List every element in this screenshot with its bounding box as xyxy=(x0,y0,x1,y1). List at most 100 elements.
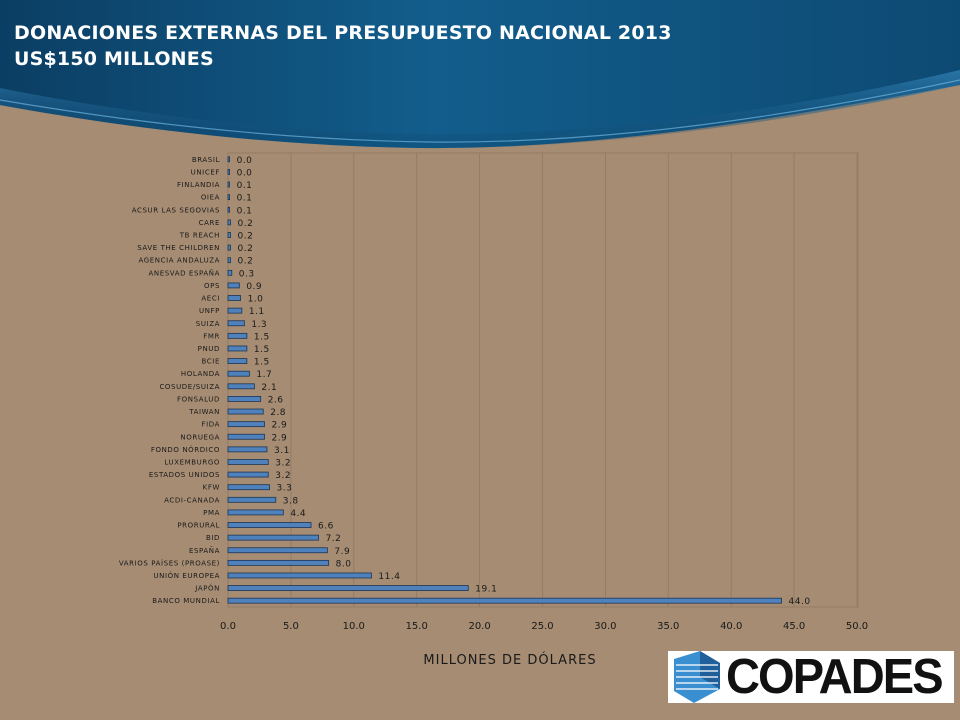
data-label: 1.3 xyxy=(251,320,267,330)
x-tick-label: 30.0 xyxy=(594,621,616,632)
bar xyxy=(227,433,265,440)
bar xyxy=(227,232,231,238)
slide-subtitle: US$150 MILLONES xyxy=(14,48,214,70)
bar xyxy=(227,383,255,390)
x-tick-label: 10.0 xyxy=(343,621,365,632)
bar xyxy=(227,522,312,528)
data-label: 3.1 xyxy=(274,446,290,456)
bar xyxy=(227,358,248,364)
data-label: 44.0 xyxy=(789,597,811,607)
bar xyxy=(227,446,268,453)
bar xyxy=(227,269,233,276)
x-axis-label: MILLONES DE DÓLARES xyxy=(423,653,597,668)
data-label: 0.2 xyxy=(238,244,254,254)
bar xyxy=(227,345,248,352)
data-label: 1.5 xyxy=(254,358,270,368)
bar xyxy=(227,572,372,579)
bar xyxy=(227,206,231,213)
data-label: 2.9 xyxy=(271,421,287,431)
bar xyxy=(227,509,284,516)
category-label: SUIZA xyxy=(196,320,220,328)
category-label: BANCO MUNDIAL xyxy=(152,597,220,605)
category-label: JAPÓN xyxy=(194,584,220,593)
category-label: TAIWAN xyxy=(188,408,220,416)
data-label: 0.0 xyxy=(237,168,253,178)
category-label: VARIOS PAÍSES (PROASE) xyxy=(119,558,220,567)
data-label: 4.4 xyxy=(290,509,306,519)
bars xyxy=(227,156,782,604)
data-label: 19.1 xyxy=(475,585,497,595)
category-label: AECI xyxy=(201,295,220,303)
bar xyxy=(227,307,243,314)
data-label: 0.1 xyxy=(237,206,253,216)
category-label: ANESVAD ESPAÑA xyxy=(149,268,221,277)
bar xyxy=(227,408,264,415)
data-label: 1.1 xyxy=(249,307,265,317)
data-label: 3.3 xyxy=(277,484,293,494)
category-label: FINLANDIA xyxy=(177,181,220,189)
logo-mark-icon xyxy=(674,651,720,703)
bar xyxy=(227,257,231,264)
category-label: FIDA xyxy=(201,421,220,429)
bar xyxy=(227,396,262,402)
data-label: 0.9 xyxy=(246,282,262,292)
category-label: PRORURAL xyxy=(177,522,220,530)
bar xyxy=(227,496,277,503)
category-label: OIEA xyxy=(201,194,220,202)
category-label: FONDO NÓRDICO xyxy=(151,445,220,454)
data-label: 2.9 xyxy=(271,433,287,443)
bar xyxy=(227,244,231,251)
category-label: KFW xyxy=(203,484,220,492)
bar xyxy=(227,332,248,339)
category-label: ESTADOS UNIDOS xyxy=(149,471,220,479)
category-label: FONSALUD xyxy=(177,395,220,403)
x-tick-label: 5.0 xyxy=(283,621,299,632)
category-label: SAVE THE CHILDREN xyxy=(137,244,220,252)
category-label: HOLANDA xyxy=(181,370,220,378)
data-label: 1.5 xyxy=(254,332,270,342)
bar xyxy=(227,169,231,175)
x-tick-label: 40.0 xyxy=(720,621,742,632)
x-tick-label: 45.0 xyxy=(783,621,805,632)
bar xyxy=(227,320,245,327)
grid-lines xyxy=(290,153,858,607)
slide-title: DONACIONES EXTERNAS DEL PRESUPUESTO NACI… xyxy=(14,22,672,44)
category-label: LUXEMBURGO xyxy=(164,458,220,466)
data-label: 0.2 xyxy=(238,219,254,229)
category-label: BCIE xyxy=(202,358,220,366)
category-label: UNIÓN EUROPEA xyxy=(153,571,220,580)
data-label: 0.1 xyxy=(237,181,253,191)
bar xyxy=(227,219,231,226)
x-tick-label: 15.0 xyxy=(406,621,428,632)
data-label: 2.6 xyxy=(268,395,284,405)
category-label: FMR xyxy=(203,332,220,340)
data-label: 0.1 xyxy=(237,194,253,204)
bar xyxy=(227,559,330,566)
x-tick-labels: 0.0 5.0 10.0 15.0 20.0 25.0 30.0 35.0 40.0 45.0 50… xyxy=(220,621,868,632)
category-label: UNICEF xyxy=(191,168,220,176)
data-label: 7.2 xyxy=(326,534,342,544)
data-label: 8.0 xyxy=(336,559,352,569)
category-label: BID xyxy=(206,534,220,542)
data-label: 3.2 xyxy=(275,458,291,468)
category-label: BRASIL xyxy=(192,156,220,164)
bar xyxy=(227,597,782,604)
data-label: 0.0 xyxy=(237,156,253,166)
bar xyxy=(227,547,328,554)
category-label: ESPAÑA xyxy=(189,546,220,555)
data-labels: 0.0 0.0 0.1 0.1 0.1 0.2 0.2 0.2 0.2 0.3 0.9 1.0 1.1 1… xyxy=(237,156,811,607)
category-label: AGENCIA ANDALUZA xyxy=(138,257,220,265)
bar xyxy=(227,585,469,591)
data-label: 1.7 xyxy=(256,370,272,380)
data-label: 0.2 xyxy=(238,231,254,241)
category-label: NORUEGA xyxy=(180,433,220,441)
x-tick-label: 35.0 xyxy=(657,621,679,632)
category-label: PNUD xyxy=(198,345,220,353)
category-label: CARE xyxy=(199,219,220,227)
x-tick-label: 50.0 xyxy=(846,621,868,632)
category-labels: BRASIL UNICEF FINLANDIA OIEA ACSUR LAS SEGOV… xyxy=(119,156,220,605)
x-tick-label: 20.0 xyxy=(468,621,490,632)
header-banner xyxy=(0,0,960,149)
bar xyxy=(227,194,231,201)
